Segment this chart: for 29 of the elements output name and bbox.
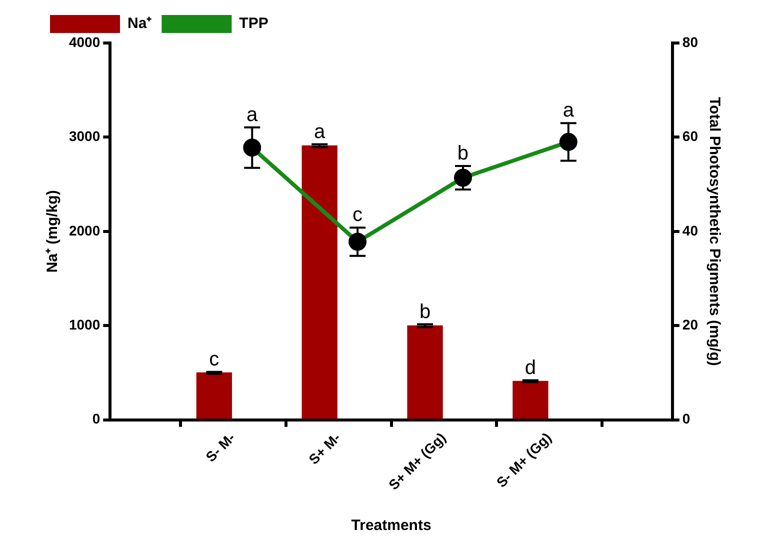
x-tick-label: S+ M- [305, 429, 344, 468]
annotation: a [246, 104, 259, 126]
annotation: b [419, 300, 431, 323]
annotation: b [457, 142, 469, 164]
x-axis-title: Treatments [351, 517, 432, 534]
y2-tick-label: 80 [682, 34, 698, 50]
y-tick-label: 4000 [68, 34, 100, 50]
annotation: c [352, 204, 363, 226]
x-tick-label: S- M- [202, 429, 238, 465]
y2-axis-title: Total Photosynthetic Pigments (mg/g) [706, 96, 723, 366]
annotation: c [209, 348, 220, 370]
bar [302, 145, 338, 419]
y2-tick-label: 0 [682, 410, 690, 427]
y-tick-label: 3000 [68, 128, 100, 144]
bar [407, 325, 443, 419]
y-tick-label: 1000 [68, 316, 100, 333]
legend-label: TPP [239, 15, 268, 32]
annotation: a [314, 120, 326, 143]
y-tick-label: 2000 [68, 222, 100, 238]
y2-tick-label: 60 [682, 128, 698, 144]
bar [196, 372, 232, 419]
annotation: a [562, 100, 575, 122]
annotation: d [524, 356, 536, 379]
legend-label: Na⁺ [128, 15, 152, 32]
y2-tick-label: 20 [682, 316, 698, 333]
y-axis-title: Na⁺ (mg/kg) [44, 190, 62, 273]
y2-tick-label: 40 [682, 222, 698, 238]
bar [512, 380, 548, 419]
y-tick-label: 0 [92, 410, 100, 427]
